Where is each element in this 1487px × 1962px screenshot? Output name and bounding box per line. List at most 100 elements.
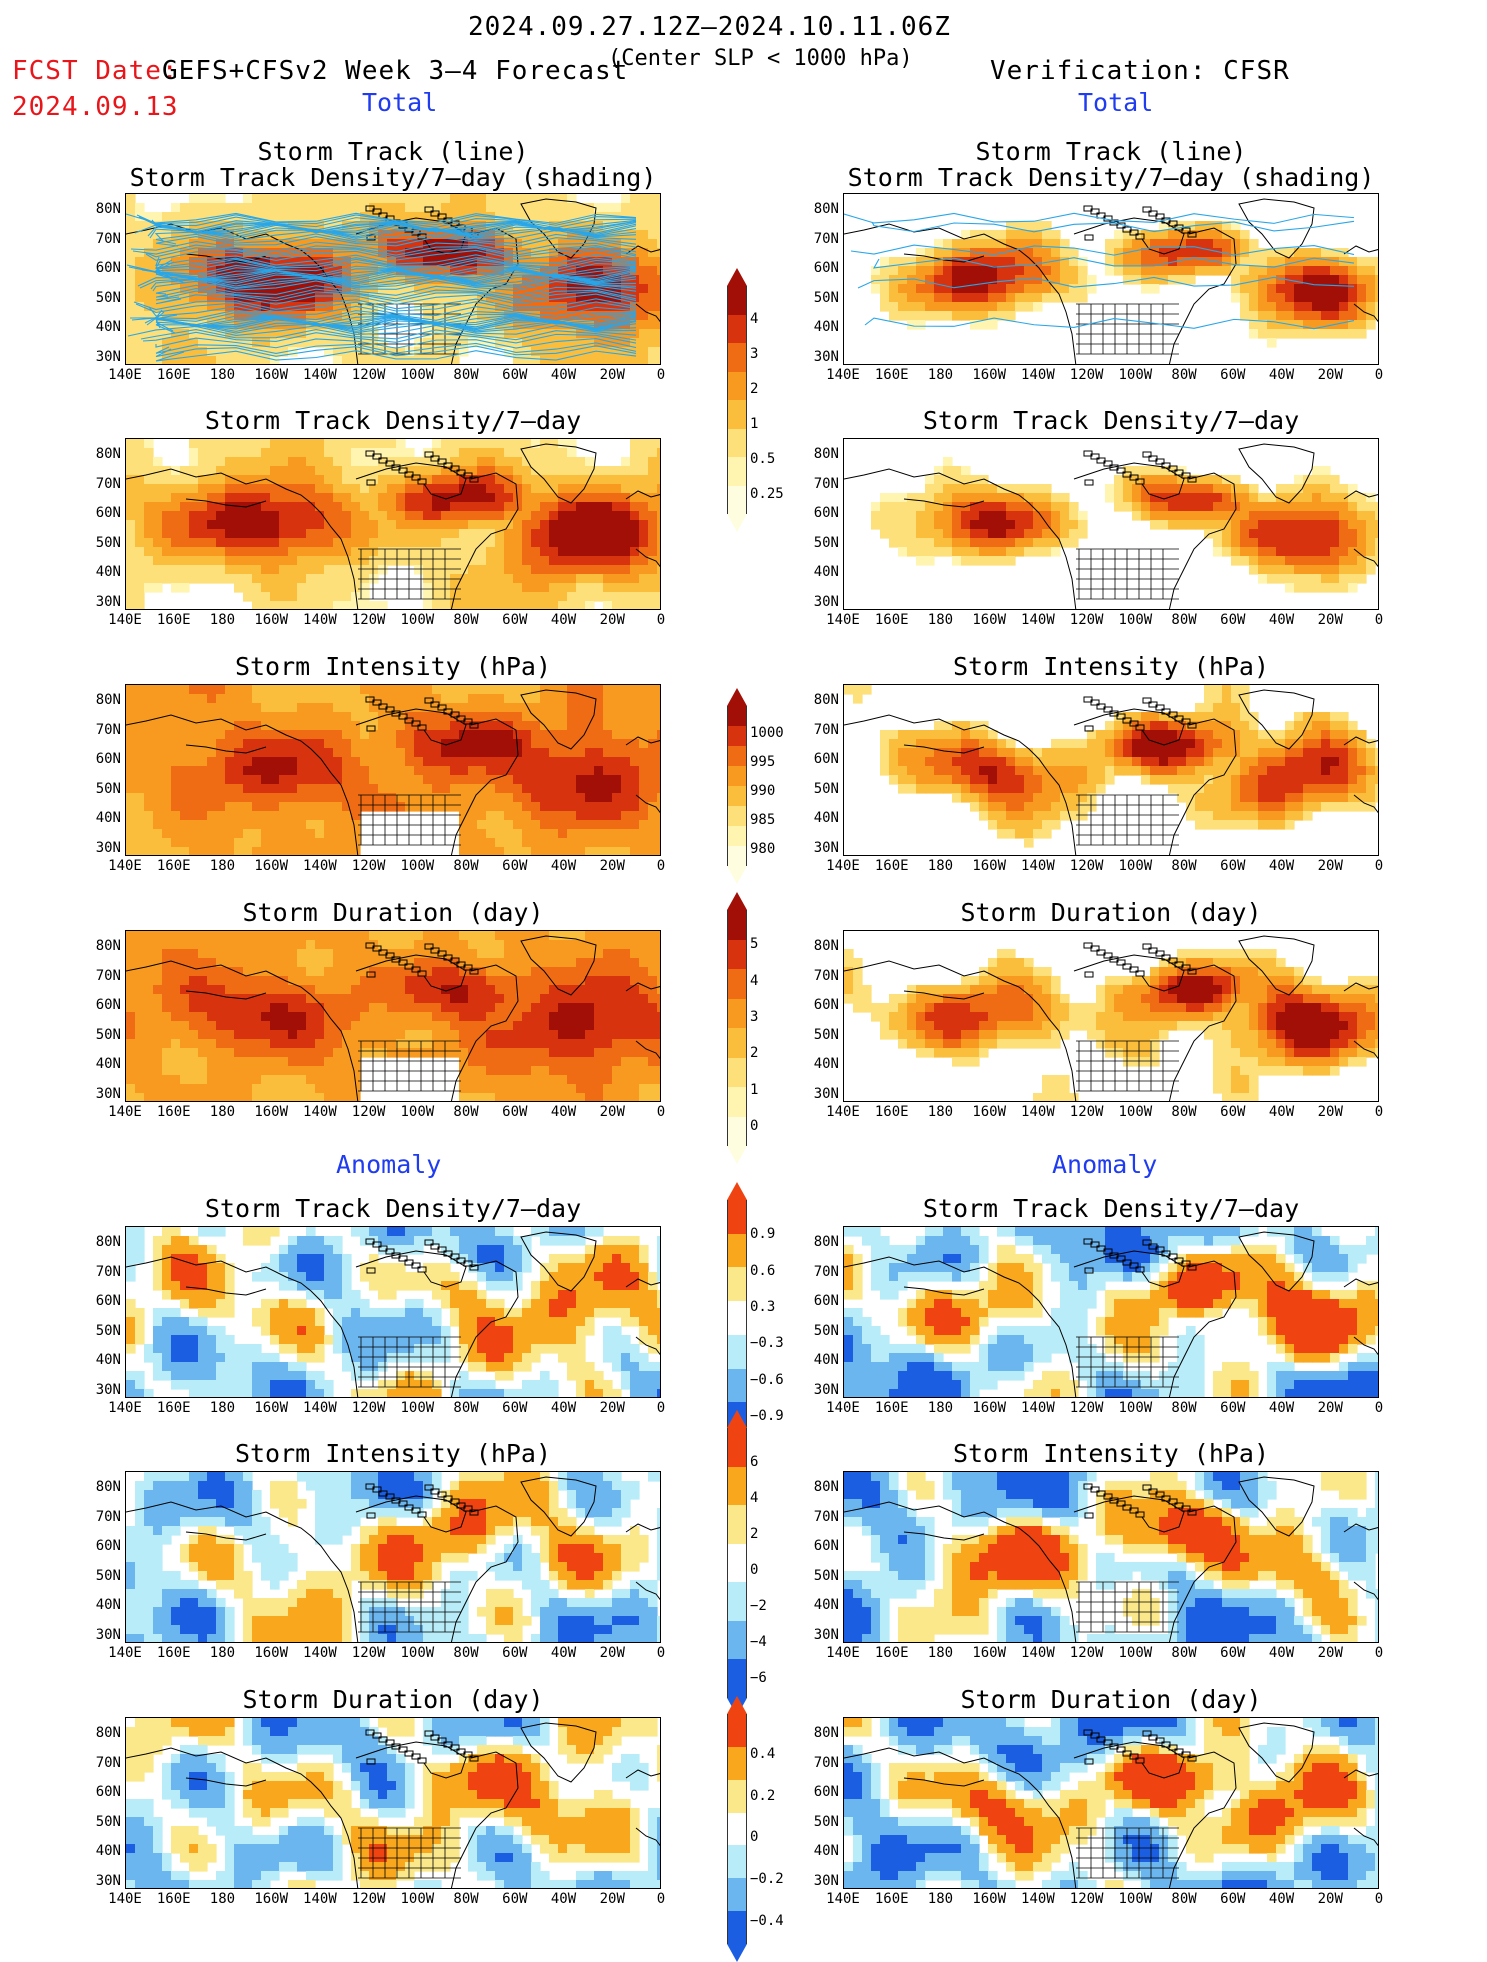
- lon-label: 160E: [149, 1891, 199, 1907]
- verification-label: Verification: CFSR: [990, 56, 1290, 86]
- lat-label: 80N: [799, 201, 839, 217]
- lon-label: 160E: [867, 1104, 917, 1120]
- colorbar-tick-label: 1000: [750, 725, 784, 741]
- lat-label: 30N: [799, 594, 839, 610]
- lon-label: 60W: [490, 1104, 540, 1120]
- lon-label: 140E: [100, 858, 150, 874]
- lon-label: 120W: [1062, 1645, 1112, 1661]
- lat-label: 60N: [799, 505, 839, 521]
- colorbar-tick-label: −4: [750, 1634, 767, 1650]
- lon-label: 20W: [1305, 612, 1355, 628]
- lon-label: 140W: [1013, 1104, 1063, 1120]
- lat-label: 30N: [81, 349, 121, 365]
- colorbar-tick-label: 2: [750, 381, 758, 397]
- section-total-right: Total: [1078, 88, 1153, 117]
- lat-label: 70N: [799, 968, 839, 984]
- lon-label: 180: [197, 1645, 247, 1661]
- lat-label: 70N: [799, 476, 839, 492]
- lat-label: 50N: [799, 290, 839, 306]
- lon-label: 80W: [1159, 858, 1209, 874]
- lat-label: 60N: [799, 997, 839, 1013]
- lon-label: 60W: [1208, 1400, 1258, 1416]
- lon-label: 0: [636, 1645, 686, 1661]
- colorbar-tick-label: −6: [750, 1670, 767, 1686]
- section-anomaly-right: Anomaly: [1052, 1150, 1157, 1179]
- map-panel-aintensity-cfsr: [843, 1471, 1379, 1643]
- lon-label: 120W: [1062, 1104, 1112, 1120]
- lon-label: 120W: [1062, 858, 1112, 874]
- lon-label: 120W: [344, 367, 394, 383]
- lon-label: 20W: [1305, 1104, 1355, 1120]
- map-panel-density-cfsr: [843, 438, 1379, 610]
- colorbar-tick-label: 1: [750, 416, 758, 432]
- lon-label: 180: [915, 1891, 965, 1907]
- map-panel-adensity-cfsr: [843, 1226, 1379, 1398]
- lon-label: 140W: [295, 1891, 345, 1907]
- colorbar-tick-label: 0: [750, 1562, 758, 1578]
- colorbar-intensity_anom: [727, 1410, 747, 1716]
- lon-label: 160W: [246, 1891, 296, 1907]
- lon-label: 140W: [1013, 367, 1063, 383]
- adensity-title-left: Storm Track Density/7–day: [93, 1194, 693, 1223]
- lon-label: 160W: [964, 612, 1014, 628]
- lon-label: 100W: [392, 367, 442, 383]
- colorbar-tick-label: −2: [750, 1598, 767, 1614]
- lon-label: 180: [915, 612, 965, 628]
- colorbar-tick-label: 0.2: [750, 1788, 775, 1804]
- lon-label: 80W: [441, 1645, 491, 1661]
- lon-label: 100W: [1110, 1400, 1160, 1416]
- lon-label: 40W: [1257, 367, 1307, 383]
- lon-label: 100W: [1110, 612, 1160, 628]
- lon-label: 140E: [818, 1400, 868, 1416]
- lon-label: 160E: [149, 1400, 199, 1416]
- lat-label: 80N: [81, 692, 121, 708]
- colorbar-tick-label: 980: [750, 841, 775, 857]
- lon-label: 20W: [587, 367, 637, 383]
- lon-label: 160E: [867, 858, 917, 874]
- lon-label: 40W: [539, 612, 589, 628]
- lon-label: 0: [1354, 1645, 1404, 1661]
- lat-label: 80N: [799, 446, 839, 462]
- lon-label: 60W: [490, 858, 540, 874]
- lon-label: 180: [197, 1891, 247, 1907]
- lon-label: 20W: [1305, 1645, 1355, 1661]
- fcst-label: FCST Date:: [12, 56, 179, 86]
- date-range: 2024.09.27.12Z–2024.10.11.06Z: [468, 12, 951, 42]
- lon-label: 120W: [344, 1645, 394, 1661]
- lon-label: 160W: [964, 1891, 1014, 1907]
- lon-label: 120W: [344, 1891, 394, 1907]
- map-panel-aduration-gefs: [125, 1717, 661, 1889]
- aduration-title-right: Storm Duration (day): [811, 1685, 1411, 1714]
- lon-label: 140W: [295, 1645, 345, 1661]
- lon-label: 40W: [539, 1104, 589, 1120]
- colorbar-tick-label: 0.5: [750, 451, 775, 467]
- lat-label: 70N: [799, 722, 839, 738]
- lon-label: 140W: [295, 367, 345, 383]
- lat-label: 50N: [799, 535, 839, 551]
- lon-label: 140W: [1013, 1645, 1063, 1661]
- lon-label: 180: [197, 612, 247, 628]
- track-title-right-1: Storm Track Density/7–day (shading): [811, 163, 1411, 192]
- lon-label: 160W: [246, 612, 296, 628]
- lon-label: 120W: [344, 858, 394, 874]
- lon-label: 0: [1354, 612, 1404, 628]
- lon-label: 0: [636, 367, 686, 383]
- lon-label: 140W: [295, 612, 345, 628]
- lat-label: 70N: [81, 722, 121, 738]
- map-panel-adensity-gefs: [125, 1226, 661, 1398]
- colorbar-duration_anom: [727, 1696, 747, 1962]
- lon-label: 180: [197, 367, 247, 383]
- colorbar-duration_total: [727, 892, 747, 1164]
- lat-label: 30N: [81, 1382, 121, 1398]
- lon-label: 40W: [539, 1400, 589, 1416]
- lon-label: 60W: [1208, 1891, 1258, 1907]
- lon-label: 100W: [392, 612, 442, 628]
- lat-label: 80N: [799, 1725, 839, 1741]
- lat-label: 60N: [81, 1538, 121, 1554]
- lon-label: 160E: [149, 367, 199, 383]
- colorbar-tick-label: 3: [750, 1009, 758, 1025]
- lat-label: 50N: [799, 1814, 839, 1830]
- lat-label: 60N: [81, 1784, 121, 1800]
- lat-label: 80N: [81, 446, 121, 462]
- colorbar-tick-label: 6: [750, 1454, 758, 1470]
